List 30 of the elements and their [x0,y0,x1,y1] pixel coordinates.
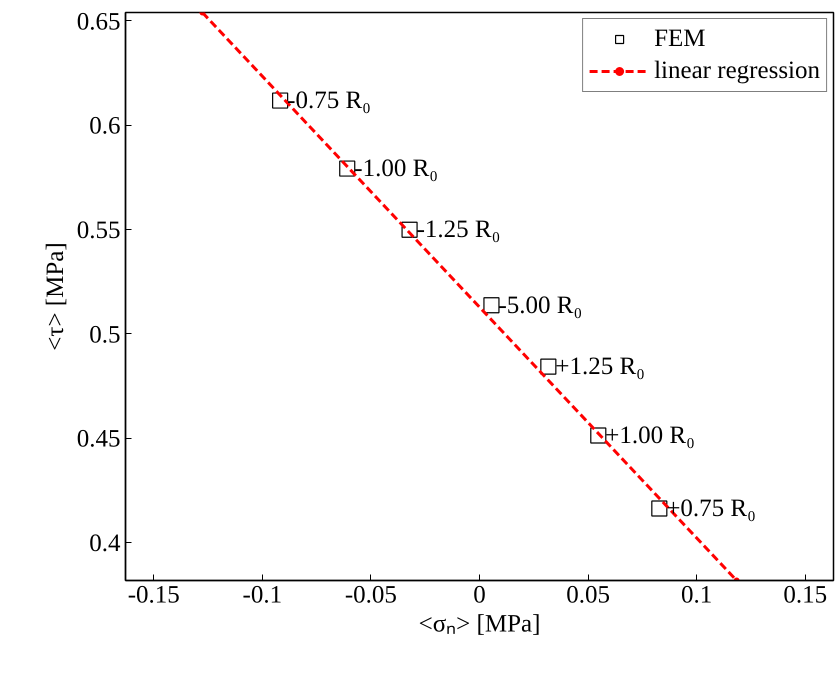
legend-label: FEM [654,25,706,53]
y-tick-label: 0.4 [89,530,121,558]
y-tick-label: 0.65 [76,8,120,36]
annotation: -1.25 R₀ [416,216,500,244]
legend-label: linear regression [654,57,820,85]
x-axis-title: <σₙ> [MPa] [418,610,540,638]
point [339,160,356,177]
point [651,500,668,517]
point [540,358,556,375]
annotation: +0.75 R₀ [666,495,756,522]
annotation: +1.25 R₀ [555,353,645,380]
annotation: -0.75 R₀ [287,87,371,114]
x-tick-label: -0.15 [128,582,180,608]
x-tick-label: 0.05 [566,582,610,608]
x-tick-label: 0 [473,582,486,608]
x-tick-label: -0.1 [242,582,282,608]
x-tick-label: 0.15 [783,582,828,608]
y-axis-title: <τ> [MPa] [42,242,69,351]
y-tick-label: 0.6 [89,112,120,140]
y-tick-label: 0.55 [76,217,120,244]
y-tick-label: 0.5 [89,321,120,348]
point [272,92,288,109]
annotation: +1.00 R₀ [605,422,695,449]
point [483,297,500,314]
point [590,427,606,444]
x-tick-label: 0.1 [681,582,712,608]
annotation: -5.00 R₀ [498,292,582,319]
point [401,222,418,238]
x-tick-label: -0.05 [344,582,397,608]
y-tick-label: 0.45 [76,426,120,453]
